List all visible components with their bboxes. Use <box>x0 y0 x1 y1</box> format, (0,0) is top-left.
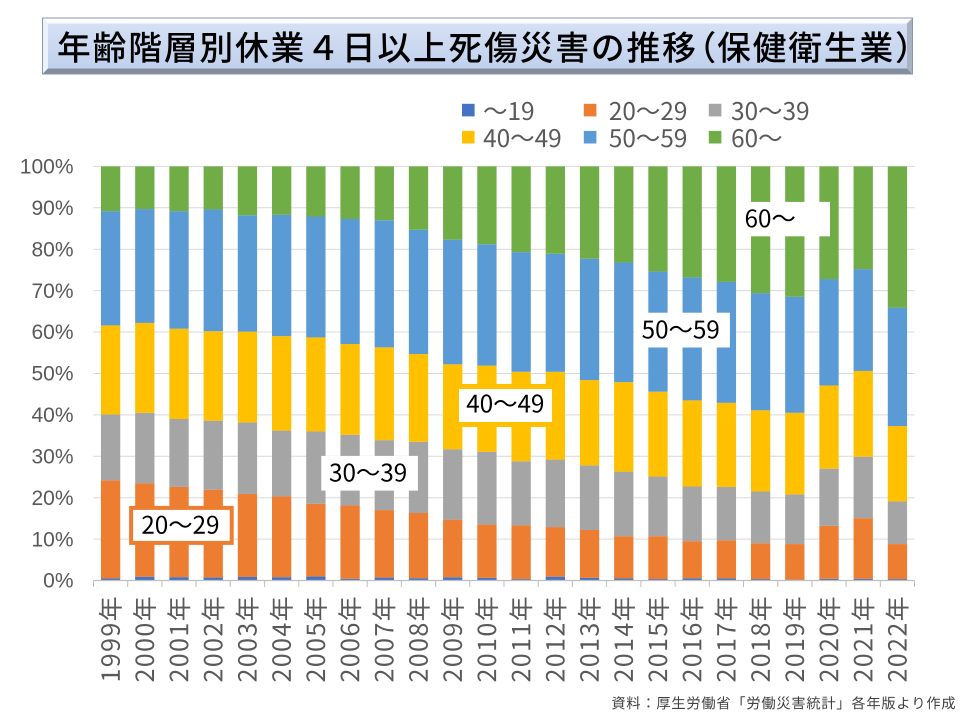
svg-text:50%: 50% <box>31 363 73 386</box>
svg-text:90%: 90% <box>31 197 73 220</box>
svg-text:20%: 20% <box>31 487 73 510</box>
svg-text:70%: 70% <box>31 280 73 303</box>
svg-text:80%: 80% <box>31 238 73 261</box>
svg-text:0%: 0% <box>43 570 73 593</box>
svg-text:30%: 30% <box>31 446 73 469</box>
svg-text:40%: 40% <box>31 404 73 427</box>
svg-text:100%: 100% <box>20 156 74 179</box>
svg-text:60%: 60% <box>31 321 73 344</box>
svg-text:10%: 10% <box>31 528 73 551</box>
